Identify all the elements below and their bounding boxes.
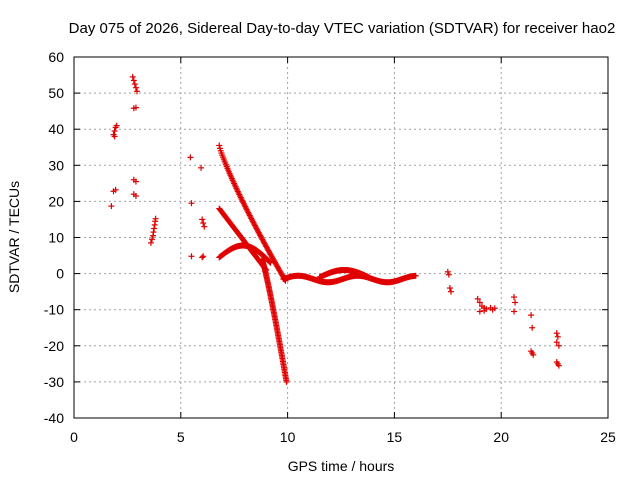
data-point bbox=[200, 253, 207, 260]
axis-ticks: 0 5 10 15 20 25 -40 -30 -20 -10 0 10 20 30 40 50 60 bbox=[44, 49, 616, 445]
data-point bbox=[511, 294, 518, 301]
data-point bbox=[444, 268, 451, 275]
data-points bbox=[108, 73, 562, 385]
data-point bbox=[188, 200, 195, 207]
data-point bbox=[448, 288, 455, 295]
data-point bbox=[412, 272, 419, 279]
data-point bbox=[553, 330, 560, 337]
y-tick-label: -10 bbox=[44, 302, 64, 318]
data-point bbox=[474, 295, 481, 302]
x-tick-label: 15 bbox=[387, 429, 403, 445]
data-point bbox=[200, 220, 207, 227]
y-tick-label: -40 bbox=[44, 410, 64, 426]
data-point bbox=[199, 216, 206, 223]
y-tick-label: 0 bbox=[56, 266, 64, 282]
x-tick-label: 5 bbox=[177, 429, 185, 445]
data-point bbox=[201, 223, 208, 230]
data-point bbox=[365, 274, 372, 281]
data-point bbox=[512, 299, 519, 306]
data-point bbox=[112, 186, 119, 193]
grid bbox=[74, 57, 608, 418]
data-point bbox=[147, 239, 154, 246]
data-point bbox=[150, 229, 157, 236]
x-tick-label: 10 bbox=[280, 429, 296, 445]
y-tick-label: -20 bbox=[44, 338, 64, 354]
data-point bbox=[511, 308, 518, 315]
data-point bbox=[111, 133, 118, 140]
x-tick-label: 25 bbox=[600, 429, 616, 445]
data-point bbox=[481, 307, 488, 314]
data-point bbox=[476, 308, 483, 315]
data-point bbox=[555, 342, 562, 349]
y-tick-label: 60 bbox=[48, 49, 64, 65]
data-point bbox=[199, 254, 206, 261]
data-point bbox=[446, 285, 453, 292]
data-point bbox=[530, 351, 537, 358]
data-point bbox=[130, 77, 137, 84]
y-tick-label: 10 bbox=[48, 230, 64, 246]
data-point bbox=[198, 164, 205, 171]
y-tick-label: 50 bbox=[48, 85, 64, 101]
data-point bbox=[152, 215, 159, 222]
data-point bbox=[132, 84, 139, 91]
data-point bbox=[529, 324, 536, 331]
data-point bbox=[491, 305, 498, 312]
data-point bbox=[132, 192, 139, 199]
chart-title: Day 075 of 2026, Sidereal Day-to-day VTE… bbox=[69, 20, 616, 37]
data-point bbox=[111, 128, 118, 135]
data-point bbox=[445, 271, 452, 278]
data-point bbox=[266, 259, 273, 266]
data-point bbox=[108, 203, 115, 210]
data-point bbox=[132, 178, 139, 185]
data-point bbox=[134, 88, 141, 95]
data-point bbox=[528, 312, 535, 319]
y-tick-label: 20 bbox=[48, 193, 64, 209]
data-point bbox=[554, 333, 561, 340]
data-point bbox=[151, 225, 158, 232]
data-point bbox=[283, 378, 290, 385]
y-axis-label: SDTVAR / TECUs bbox=[6, 181, 22, 293]
x-tick-label: 0 bbox=[70, 429, 78, 445]
x-axis-label: GPS time / hours bbox=[288, 458, 395, 474]
data-point bbox=[555, 362, 562, 369]
y-tick-label: 40 bbox=[48, 121, 64, 137]
data-point bbox=[553, 339, 560, 346]
x-tick-label: 20 bbox=[493, 429, 509, 445]
data-point bbox=[267, 259, 274, 266]
data-point bbox=[216, 142, 223, 149]
data-point bbox=[188, 253, 195, 260]
y-tick-label: 30 bbox=[48, 157, 64, 173]
data-point bbox=[113, 122, 120, 129]
data-point bbox=[187, 154, 194, 161]
data-point bbox=[148, 236, 155, 243]
data-point bbox=[476, 299, 483, 306]
data-point bbox=[129, 73, 136, 80]
y-tick-label: -30 bbox=[44, 374, 64, 390]
data-point bbox=[132, 104, 139, 111]
data-point bbox=[131, 81, 138, 88]
